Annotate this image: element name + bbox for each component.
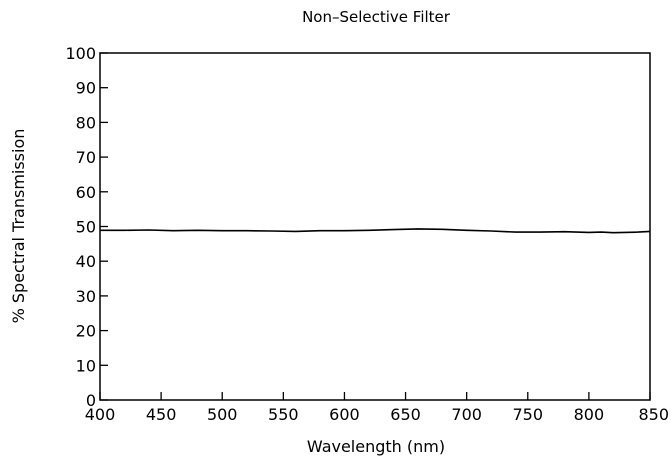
x-tick-label: 600 <box>329 405 360 424</box>
y-tick-label: 0 <box>86 391 96 410</box>
y-tick-label: 80 <box>76 113 96 132</box>
x-tick-label: 850 <box>638 405 669 424</box>
x-axis-ticks: 400 450 500 550 600 650 700 750 800 850 <box>85 392 669 424</box>
x-tick-label: 700 <box>451 405 482 424</box>
y-tick-label: 90 <box>76 79 96 98</box>
y-tick-label: 30 <box>76 287 96 306</box>
x-tick-label: 650 <box>390 405 421 424</box>
y-axis-ticks: 0 10 20 30 40 50 60 70 80 90 100 <box>65 44 108 410</box>
y-tick-label: 70 <box>76 148 96 167</box>
x-tick-label: 450 <box>146 405 177 424</box>
chart-title: Non–Selective Filter <box>302 8 451 26</box>
x-axis-label: Wavelength (nm) <box>307 437 445 456</box>
y-axis-label: % Spectral Transmission <box>9 129 28 324</box>
y-tick-label: 100 <box>65 44 96 63</box>
y-tick-label: 10 <box>76 356 96 375</box>
y-tick-label: 20 <box>76 322 96 341</box>
x-tick-label: 400 <box>85 405 116 424</box>
x-tick-label: 800 <box>574 405 605 424</box>
x-tick-label: 500 <box>207 405 238 424</box>
x-tick-label: 550 <box>268 405 299 424</box>
x-tick-label: 750 <box>513 405 544 424</box>
series-layer <box>100 228 651 234</box>
y-tick-label: 50 <box>76 218 96 237</box>
y-tick-label: 60 <box>76 183 96 202</box>
plot-frame <box>99 52 651 401</box>
transmission-line-0 <box>100 228 651 234</box>
y-tick-label: 40 <box>76 252 96 271</box>
